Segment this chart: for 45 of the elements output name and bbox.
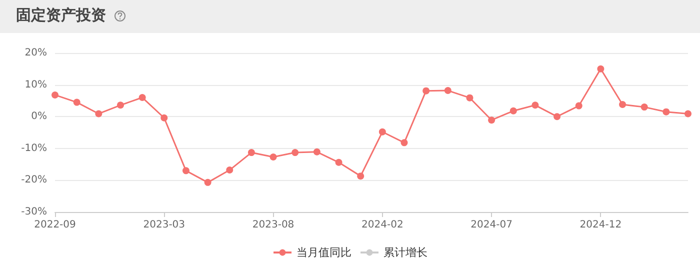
point <box>575 102 582 110</box>
point <box>378 128 386 136</box>
point <box>466 94 474 102</box>
x-tick-label: 2024-12 <box>580 220 622 230</box>
chart-title: 固定资产投资 <box>16 6 106 24</box>
point <box>684 110 692 118</box>
point <box>554 113 561 120</box>
point <box>52 91 58 98</box>
point <box>444 87 452 94</box>
x-tick-label: 2023-03 <box>143 220 186 230</box>
x-tick-label: 2024-07 <box>470 220 512 230</box>
point <box>95 110 102 118</box>
point <box>270 153 277 160</box>
y-tick-label: -20% <box>21 174 47 186</box>
y-tick-label: -10% <box>21 142 47 154</box>
point <box>313 148 320 156</box>
point <box>400 139 408 146</box>
x-tick-label: 2024-02 <box>362 220 404 230</box>
point <box>138 94 146 102</box>
point <box>488 116 496 124</box>
y-tick-label: 0% <box>31 111 47 122</box>
point <box>619 101 626 108</box>
point <box>532 102 539 109</box>
legend-label: 累计增长 <box>384 246 428 259</box>
y-tick-label: 20% <box>24 48 47 58</box>
point <box>292 149 299 156</box>
point <box>640 104 648 111</box>
y-tick-label: 10% <box>24 79 47 90</box>
y-tick-label: -30% <box>21 206 47 218</box>
point <box>182 167 190 174</box>
legend-label: 当月值同比 <box>296 246 352 259</box>
point <box>73 98 80 106</box>
point <box>357 172 364 180</box>
point <box>248 149 255 156</box>
point <box>116 102 124 109</box>
point <box>597 65 604 72</box>
point <box>422 87 430 94</box>
point <box>335 158 342 166</box>
point <box>662 108 670 116</box>
x-tick-label: 2022-09 <box>34 220 76 230</box>
point <box>160 114 168 122</box>
point <box>226 166 234 174</box>
point <box>510 107 517 114</box>
x-tick-label: 2023-08 <box>252 220 294 230</box>
point <box>204 178 212 186</box>
